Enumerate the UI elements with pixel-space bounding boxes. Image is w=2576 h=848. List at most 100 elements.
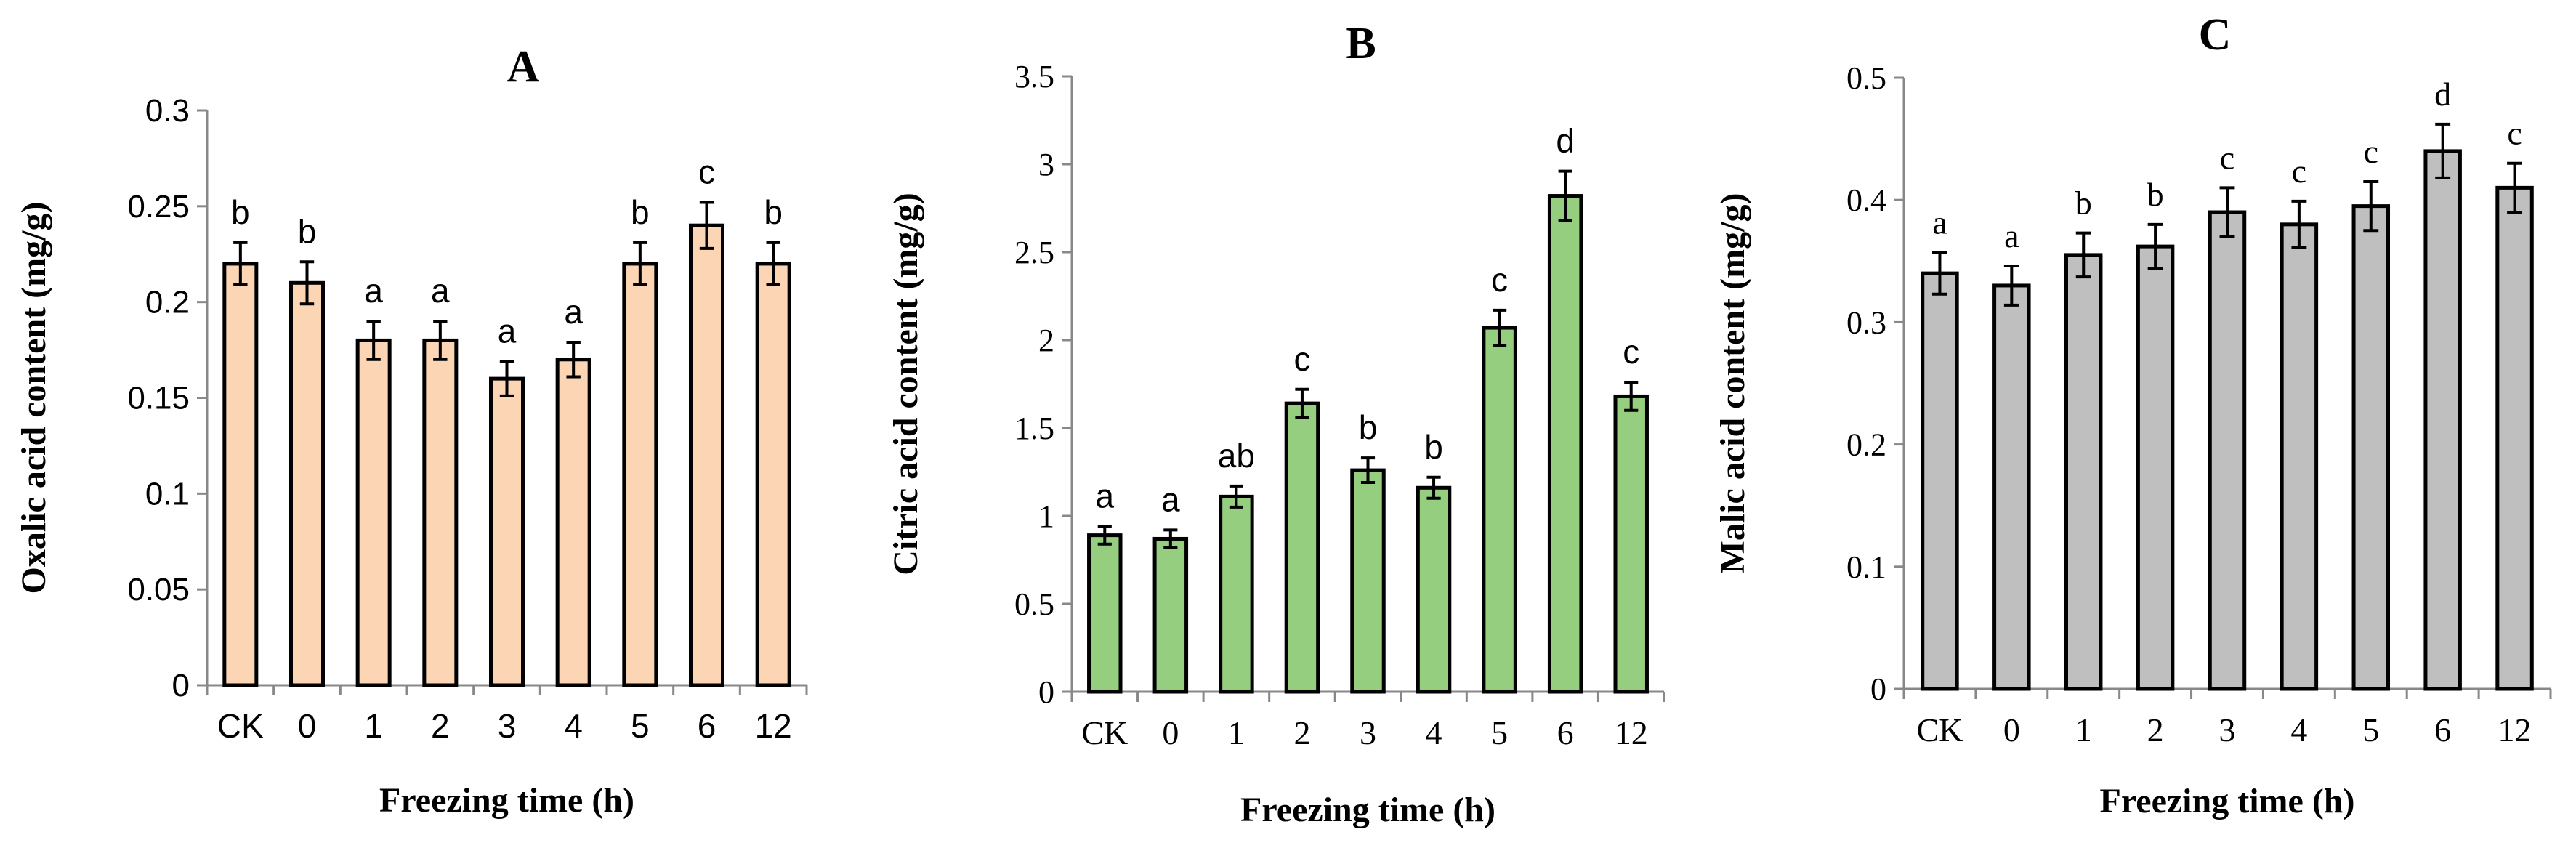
- error-bar: [1360, 456, 1376, 485]
- significance-label: a: [564, 293, 583, 331]
- chart-panel-b: B 0 0.5 1 1.5 2 2.5 3 3.5 a CK a 0 ab 1 c 2 b 3 b 4 c 5 d 6 c 12 Fr…: [887, 19, 1665, 829]
- bar: [689, 223, 724, 687]
- significance-label: ab: [1218, 437, 1255, 475]
- y-tick-label: 0.4: [1846, 182, 1886, 218]
- x-tick-label: 6: [698, 707, 716, 745]
- significance-label: c: [2507, 115, 2522, 152]
- y-tick-label: 0.05: [127, 572, 190, 607]
- x-tick-label: CK: [1081, 714, 1128, 751]
- x-axis-title: Freezing time (h): [379, 781, 634, 820]
- y-tick-label: 0.2: [145, 285, 190, 320]
- panel-title: A: [507, 42, 540, 92]
- bar: [1613, 394, 1649, 694]
- bar: [2136, 244, 2175, 691]
- significance-label: c: [2364, 133, 2378, 170]
- significance-label: b: [764, 193, 783, 231]
- significance-label: a: [1161, 480, 1180, 518]
- significance-label: b: [231, 193, 250, 231]
- significance-label: b: [2147, 176, 2164, 213]
- panel-title: C: [2199, 10, 2232, 60]
- significance-label: c: [698, 153, 715, 191]
- bar: [1284, 401, 1320, 694]
- bar: [1350, 468, 1386, 694]
- significance-label: b: [1359, 408, 1378, 446]
- x-tick-label: 4: [1426, 714, 1442, 751]
- y-tick-label: 0.15: [127, 381, 190, 416]
- error-bar: [499, 360, 514, 397]
- bar: [289, 280, 325, 687]
- x-tick-label: 0: [1162, 714, 1179, 751]
- x-axis-title: Freezing time (h): [2100, 782, 2355, 820]
- x-tick-label: 0: [298, 707, 317, 745]
- error-bar: [2003, 265, 2019, 307]
- bar: [1219, 494, 1254, 694]
- bar: [1992, 283, 2031, 691]
- error-bar: [2075, 231, 2091, 279]
- significance-label: a: [431, 272, 450, 310]
- bar: [1416, 485, 1452, 694]
- y-tick-label: 2: [1038, 323, 1054, 358]
- significance-label: a: [364, 272, 383, 310]
- bar: [1087, 533, 1123, 694]
- y-tick-label: 0: [1870, 671, 1886, 707]
- x-tick-label: 3: [1360, 714, 1376, 751]
- x-tick-label: 1: [2075, 711, 2092, 748]
- y-axis-title: Oxalic acid content (mg/g): [15, 202, 53, 594]
- error-bar: [1558, 169, 1572, 222]
- x-tick-label: 5: [2362, 711, 2379, 748]
- y-tick-label: 0.2: [1846, 427, 1886, 463]
- error-bar: [1426, 475, 1441, 500]
- error-bar: [366, 320, 381, 361]
- x-tick-label: 12: [2498, 711, 2532, 748]
- significance-label: a: [1095, 477, 1114, 515]
- y-tick-label: 0.3: [145, 93, 190, 129]
- y-axis-title: Citric acid content (mg/g): [887, 193, 925, 576]
- x-tick-label: 3: [2219, 711, 2236, 748]
- bar: [222, 262, 259, 687]
- significance-label: b: [298, 212, 317, 250]
- chart-panel-c: C 0 0.1 0.2 0.3 0.4 0.5 a CK a 0 b 1 b 2 c 3 c 4 c 5 d 6 c 12 Fre…: [1713, 10, 2552, 820]
- panel-title: B: [1346, 19, 1376, 68]
- bar: [2495, 185, 2534, 691]
- error-bar: [1624, 381, 1639, 412]
- error-bar: [1493, 308, 1507, 347]
- x-tick-label: 6: [2434, 711, 2451, 748]
- x-tick-label: CK: [217, 707, 264, 745]
- x-tick-label: 4: [564, 707, 583, 745]
- significance-label: c: [2220, 139, 2234, 176]
- bar: [2423, 149, 2462, 691]
- bar: [355, 338, 392, 687]
- x-tick-label: 2: [1293, 714, 1310, 751]
- bar: [1152, 536, 1189, 694]
- significance-label: c: [2292, 153, 2306, 190]
- bar: [2280, 222, 2319, 691]
- bar: [1547, 194, 1583, 694]
- y-tick-label: 0.5: [1846, 60, 1886, 96]
- y-tick-label: 3: [1038, 147, 1054, 182]
- error-bar: [2507, 161, 2522, 214]
- significance-label: c: [1293, 340, 1310, 378]
- x-tick-label: 1: [1228, 714, 1245, 751]
- y-tick-label: 2.5: [1014, 235, 1054, 270]
- significance-label: d: [2434, 76, 2451, 113]
- bar: [2351, 204, 2391, 691]
- bar: [2064, 253, 2103, 691]
- x-tick-label: 3: [498, 707, 517, 745]
- error-bar: [1229, 484, 1243, 509]
- y-tick-label: 3.5: [1014, 59, 1054, 94]
- significance-label: a: [498, 312, 517, 350]
- error-bar: [1163, 528, 1178, 549]
- error-bar: [2219, 186, 2235, 238]
- significance-label: c: [1623, 333, 1639, 371]
- x-tick-label: 2: [431, 707, 450, 745]
- x-tick-label: 12: [755, 707, 792, 745]
- error-bar: [433, 320, 448, 361]
- error-bar: [2147, 222, 2163, 270]
- error-bar: [699, 201, 714, 250]
- y-tick-label: 1.5: [1014, 411, 1054, 446]
- chart-panel-a: A 0 0.05 0.1 0.15 0.2 0.25 0.3 b CK b 0 a 1 a 2 a 3 a 4 b 5 c 6…: [15, 42, 808, 820]
- bar: [422, 338, 459, 687]
- y-tick-label: 0.1: [145, 476, 190, 512]
- bar: [489, 376, 525, 687]
